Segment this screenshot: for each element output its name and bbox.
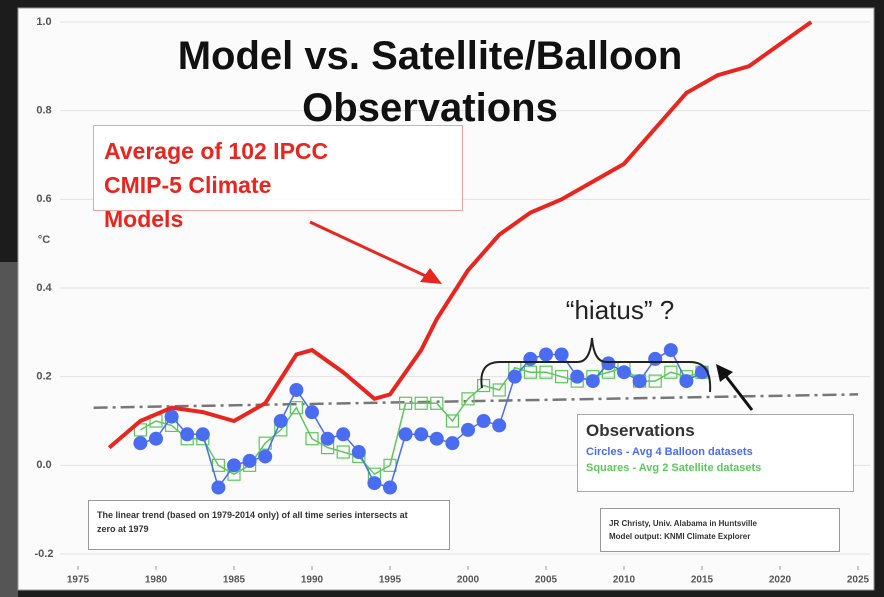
- point: [539, 347, 553, 362]
- point: [648, 351, 663, 366]
- x-tick-label: 1980: [145, 575, 168, 586]
- point: [351, 445, 366, 460]
- point: [523, 365, 538, 379]
- y-axis-label: °C: [38, 234, 50, 246]
- point: [429, 431, 444, 446]
- point: [242, 453, 257, 468]
- point: [195, 427, 210, 442]
- point: [383, 480, 397, 495]
- model-arrowhead: [420, 268, 442, 284]
- point: [211, 480, 226, 495]
- note: The linear trend (based on 1979-2014 onl…: [88, 500, 450, 550]
- credit-line: JR Christy, Univ. Alabama in Huntsville: [609, 519, 757, 528]
- x-tick-label: 2015: [691, 575, 714, 586]
- point: [554, 370, 569, 384]
- hiatus-brace: [480, 337, 712, 393]
- point: [320, 431, 335, 446]
- point: [445, 414, 459, 428]
- point: [679, 374, 694, 389]
- point: [601, 356, 616, 371]
- x-tick-label: 1985: [223, 575, 246, 586]
- x-tick-label: 2020: [769, 575, 792, 586]
- y-tick-label: -0.2: [35, 548, 54, 560]
- point: [648, 374, 662, 388]
- point: [539, 365, 553, 379]
- point: [149, 431, 163, 446]
- point: [414, 396, 428, 410]
- point: [258, 449, 273, 464]
- x-tick-label: 2010: [613, 575, 636, 586]
- obs-arrow: [723, 374, 754, 411]
- point: [227, 458, 241, 473]
- series-line: [107, 20, 813, 450]
- point: [414, 427, 429, 442]
- point: [585, 374, 600, 389]
- point: [554, 347, 569, 362]
- y-tick-label: 0.6: [36, 193, 51, 205]
- legend-entry: Circles - Avg 4 Balloon datasets: [586, 446, 753, 458]
- point: [492, 383, 506, 397]
- x-tick-label: 1975: [67, 575, 90, 586]
- trend-line: [93, 393, 859, 409]
- point: [476, 414, 491, 428]
- y-tick-label: 1.0: [36, 16, 51, 28]
- point: [367, 476, 382, 491]
- x-tick-label: 2000: [457, 575, 480, 586]
- legend-entry: Squares - Avg 2 Satellite datasets: [586, 462, 762, 474]
- point: [664, 365, 678, 379]
- point: [273, 414, 288, 428]
- point: [461, 392, 475, 406]
- point: [398, 427, 413, 442]
- point: [133, 436, 148, 451]
- point: [461, 422, 475, 437]
- y-tick-label: 0.4: [36, 282, 52, 294]
- point: [336, 445, 350, 459]
- point: [305, 432, 319, 446]
- point: [445, 436, 460, 451]
- point: [289, 382, 304, 397]
- legend-title: Observations: [586, 421, 695, 440]
- plot-background: [17, 7, 875, 591]
- model-arrow: [309, 220, 431, 280]
- hiatus-label: “hiatus” ?: [566, 295, 674, 325]
- credit: JR Christy, Univ. Alabama in Huntsville …: [600, 508, 840, 552]
- point: [305, 405, 319, 420]
- point: [617, 365, 631, 380]
- x-tick-label: 2025: [847, 575, 870, 586]
- point: [133, 423, 147, 437]
- point: [180, 427, 195, 442]
- point: [507, 369, 522, 384]
- point: [477, 378, 491, 393]
- point: [523, 351, 538, 366]
- point: [399, 396, 413, 410]
- x-tick-label: 1990: [301, 575, 324, 586]
- y-tick-label: 0.2: [36, 371, 51, 383]
- credit-line: Model output: KNMI Climate Explorer: [609, 532, 751, 541]
- y-tick-label: 0.8: [36, 105, 51, 117]
- legend: Observations Circles - Avg 4 Balloon dat…: [577, 414, 854, 492]
- x-tick-label: 1995: [379, 575, 402, 586]
- point: [289, 401, 303, 415]
- point: [164, 409, 179, 424]
- point: [336, 427, 351, 442]
- x-tick-label: 2005: [535, 575, 558, 586]
- series-line: [140, 366, 703, 476]
- point: [632, 374, 647, 389]
- point: [663, 343, 678, 358]
- obs-arrowhead: [716, 364, 733, 382]
- point: [570, 369, 585, 384]
- title: Model vs. Satellite/Balloon Observations: [177, 34, 683, 130]
- y-tick-label: 0.0: [36, 459, 51, 471]
- point: [492, 418, 507, 433]
- point: [430, 396, 444, 410]
- frame-side: [0, 262, 18, 597]
- model-label: Average of 102 IPCC CMIP-5 Climate Model…: [93, 125, 463, 232]
